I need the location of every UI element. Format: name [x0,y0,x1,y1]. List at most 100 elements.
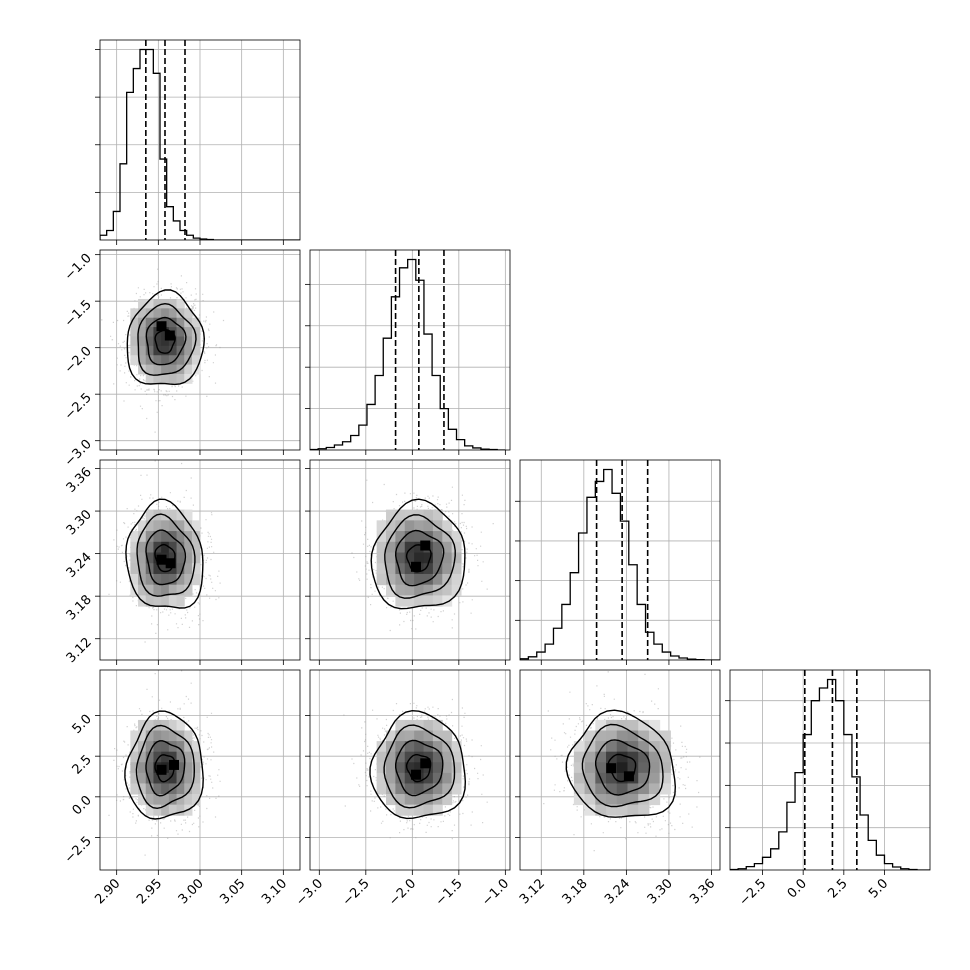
panel-2-1 [305,459,511,665]
density-cell [638,730,650,742]
density-cell [145,336,154,347]
contour-1.5 [383,724,456,809]
density-cell [145,327,154,337]
density-cell [138,563,147,575]
peak-cell [156,554,167,565]
panel-3-3: −2.5 0.0 2.5 5.0 [725,669,931,909]
density-cell [145,794,154,806]
density-cell [138,772,147,784]
density-cell [184,520,193,532]
density-cell [138,751,147,763]
panels-layer: −3.0−2.5−2.0−1.5−1.03.123.183.243.303.36… [62,39,931,909]
x-tick-label: −1.5 [433,876,466,909]
density-cell [648,730,661,742]
density-cell [573,783,586,795]
density-cell [627,719,639,732]
density-cell [130,751,139,763]
density-cell [145,584,154,596]
density-cell [451,531,462,543]
density-cell [138,741,147,753]
density-cell [386,541,396,554]
density-cell [161,772,170,784]
density-cell [176,531,185,543]
density-cell [573,762,586,774]
density-cell [176,794,185,806]
density-cell [153,308,162,319]
density-cell [153,298,162,309]
density-cell [595,719,607,732]
density-cell [145,509,154,521]
density-cell [423,595,434,607]
density-cell [130,573,139,586]
density-cell [442,520,453,532]
contour-0.5 [154,543,176,573]
density-cell [616,751,628,763]
density-cell [376,751,387,763]
density-cell [451,584,462,596]
density-cell [168,552,178,564]
density-cell [451,751,462,763]
density-cell [616,772,628,784]
panel-frame [309,249,511,451]
y-tick-label: −2.5 [62,834,95,867]
density-cell [386,762,396,774]
density-cell [395,772,406,784]
contour-1.5 [384,514,456,599]
density-cell [414,595,425,607]
density-cell [442,751,453,763]
contour-2 [126,289,206,386]
density-cell [432,719,443,732]
density-cell [176,317,185,328]
density-cell [423,573,434,586]
density-cell [616,794,628,806]
contour-1 [595,739,651,796]
density-cell [432,804,443,816]
density-cell [176,373,185,384]
density-cell [161,336,170,347]
density-cell [145,772,154,784]
density-cell [130,355,139,366]
density-cell [153,783,162,795]
density-cell [138,541,147,554]
density-cell [414,751,425,763]
density-cell [376,552,387,564]
density-cell [442,552,453,564]
y-tick-label: 3.36 [64,465,95,496]
histogram-1 [310,258,506,450]
density-cell [414,584,425,596]
density-cell [648,762,661,774]
panel-3-2: 3.12 3.18 3.24 3.30 3.36 [515,669,721,907]
density-cell [161,783,170,795]
density-cell [404,563,415,575]
density-cell [138,345,147,356]
contour-1.5 [581,723,664,808]
density-cell [176,804,185,816]
density-cell [627,751,639,763]
density-cell [184,336,193,347]
density-cell [184,364,193,375]
density-cell [191,541,201,554]
panel-3-1: −3.0 −2.5 −2.0 −1.5 −1.0 [293,669,512,909]
density-cell [153,531,162,543]
density-cell [168,308,178,319]
density-cell [138,584,147,596]
density-cell [138,552,147,564]
density-cell [176,336,185,347]
density-cell [616,762,628,774]
density-cell [145,595,154,607]
density-cell [648,751,661,763]
density-cell [176,595,185,607]
density-cell [432,509,443,521]
density-cell [184,345,193,356]
density-cell [138,783,147,795]
density-cell [153,327,162,337]
density-cell [176,584,185,596]
density-cell [423,751,434,763]
y-tick-label: 0.0 [70,793,95,818]
x-tick-label: 2.90 [92,876,123,907]
density-cell [627,804,639,816]
histogram-3 [730,678,930,870]
x-tick-label: −2.5 [340,876,373,909]
density-cell [145,741,154,753]
density-cell [168,298,178,309]
